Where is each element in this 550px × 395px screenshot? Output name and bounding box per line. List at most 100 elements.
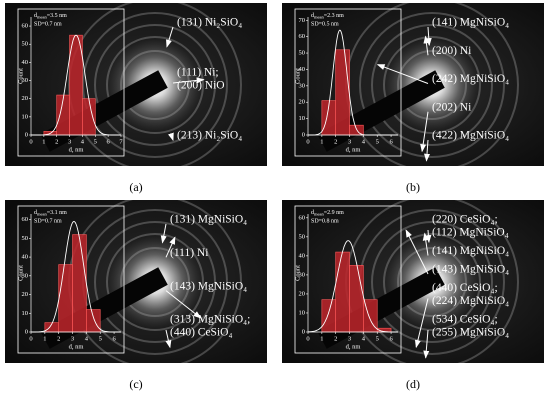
annotation: (242) MgNiSiO₄ bbox=[432, 73, 509, 85]
x-tick-label: 4 bbox=[85, 335, 89, 342]
y-tick-label: 20 bbox=[22, 291, 29, 298]
annotation: (224) MgNiSiO₄ bbox=[432, 295, 509, 307]
x-tick-label: 1 bbox=[43, 335, 46, 342]
diffraction-ring bbox=[94, 24, 216, 146]
annotation: (220) CeSiO₄; bbox=[432, 214, 498, 226]
x-tick-label: 4 bbox=[81, 138, 85, 145]
annotation-arrow bbox=[165, 329, 172, 349]
diffraction-ring bbox=[383, 233, 481, 331]
x-tick-label: 1 bbox=[320, 138, 323, 145]
x-axis-label: d, nm bbox=[69, 146, 84, 153]
annotation: (112) MgNiSiO₄ bbox=[432, 227, 509, 239]
stat-sub: mean bbox=[314, 15, 324, 20]
y-tick-label: 50 bbox=[22, 41, 29, 48]
y-tick-label: 10 bbox=[22, 310, 29, 317]
fit-curve bbox=[31, 34, 121, 136]
y-tick-label: 50 bbox=[299, 50, 306, 57]
x-tick-label: 3 bbox=[68, 138, 71, 145]
hist-bar bbox=[335, 49, 350, 136]
x-tick-label: 2 bbox=[334, 138, 337, 145]
stat-rest: =2.9 nm bbox=[324, 210, 344, 216]
annotation: (143) MgNiSiO₄ bbox=[432, 264, 509, 276]
y-tick-label: 30 bbox=[22, 272, 29, 279]
y-tick-label: 50 bbox=[299, 233, 306, 240]
panel-label: (b) bbox=[406, 180, 420, 194]
y-axis-label: Count bbox=[17, 265, 24, 281]
y-tick-label: 20 bbox=[299, 99, 306, 106]
annotation-arrow bbox=[172, 77, 205, 84]
y-tick-label: 60 bbox=[299, 214, 306, 221]
stat-rest: =3.5 nm bbox=[47, 13, 67, 19]
y-tick-label: 30 bbox=[299, 82, 306, 89]
annotation: (422) MgNiSiO₄ bbox=[432, 130, 509, 142]
annotation: (440) CeSiO₄ bbox=[170, 327, 232, 339]
x-tick-label: 7 bbox=[119, 138, 123, 145]
y-tick-label: 40 bbox=[22, 59, 29, 66]
x-tick-label: 2 bbox=[55, 138, 58, 145]
annotation: (440) CeSiO₄; bbox=[432, 282, 498, 294]
x-tick-label: 3 bbox=[348, 335, 351, 342]
fit-curve bbox=[307, 240, 398, 333]
x-tick-label: 6 bbox=[107, 138, 111, 145]
x-tick-label: 1 bbox=[42, 138, 45, 145]
diffraction-ring bbox=[94, 221, 216, 343]
x-tick-label: 4 bbox=[362, 335, 366, 342]
x-tick-label: 6 bbox=[389, 138, 393, 145]
y-tick-label: 0 bbox=[302, 328, 305, 335]
x-tick-label: 0 bbox=[306, 138, 309, 145]
annotation: (131) Ni₂SiO₄ bbox=[177, 17, 242, 29]
diffraction-ring bbox=[371, 221, 493, 343]
stat-mean: dmean=3.1 nm bbox=[34, 210, 67, 216]
stat-rest: =3.1 nm bbox=[47, 210, 67, 216]
stat-mean: dmean=2.3 nm bbox=[311, 13, 344, 19]
y-axis-label: Count bbox=[17, 68, 24, 84]
annotation: (131) MgNiSiO₄ bbox=[170, 214, 247, 226]
x-axis-label: d, nm bbox=[69, 343, 84, 350]
y-tick-label: 40 bbox=[299, 66, 306, 73]
annotation-arrow bbox=[166, 26, 174, 48]
inset-frame bbox=[294, 8, 402, 157]
annotation: (111) Ni; bbox=[177, 67, 219, 79]
y-tick-label: 60 bbox=[22, 23, 29, 30]
x-tick-label: 6 bbox=[389, 335, 393, 342]
annotation: (534) CeSiO₄; bbox=[432, 314, 498, 326]
annotation: (143) MgNiSiO₄ bbox=[170, 280, 247, 292]
stat-rest: =2.3 nm bbox=[324, 13, 344, 19]
stat-sub: mean bbox=[314, 212, 324, 217]
y-tick-label: 30 bbox=[299, 271, 306, 278]
diffraction-ring bbox=[106, 36, 204, 134]
annotation-arrow bbox=[376, 64, 429, 84]
annotation: (111) Ni bbox=[170, 247, 208, 259]
annotation-arrow bbox=[422, 232, 429, 256]
annotation: (313) MgNiSiO₄; bbox=[170, 314, 250, 326]
y-tick-label: 40 bbox=[299, 252, 306, 259]
hist-bar bbox=[349, 265, 364, 333]
y-tick-label: 10 bbox=[299, 309, 306, 316]
stat-symbol: d bbox=[34, 210, 37, 216]
fit-curve bbox=[31, 221, 121, 333]
y-tick-label: 20 bbox=[299, 290, 306, 297]
stat-mean: dmean=3.5 nm bbox=[34, 13, 67, 19]
x-tick-label: 5 bbox=[376, 335, 379, 342]
y-tick-label: 70 bbox=[299, 17, 306, 24]
x-tick-label: 2 bbox=[334, 335, 337, 342]
x-tick-label: 6 bbox=[112, 335, 116, 342]
y-tick-label: 30 bbox=[22, 77, 29, 84]
inset-frame bbox=[294, 205, 402, 354]
panel-label: (d) bbox=[406, 377, 420, 391]
annotation: (213) Ni₂SiO₄ bbox=[177, 130, 242, 142]
hist-bar bbox=[321, 299, 336, 333]
panel-label: (a) bbox=[129, 180, 142, 194]
y-tick-label: 60 bbox=[22, 216, 29, 223]
annotation: (141) MgNiSiO₄ bbox=[432, 17, 509, 29]
x-tick-label: 1 bbox=[320, 335, 323, 342]
x-tick-label: 4 bbox=[362, 138, 366, 145]
y-tick-label: 10 bbox=[22, 113, 29, 120]
annotation: (141) MgNiSiO₄ bbox=[432, 245, 509, 257]
stat-sub: mean bbox=[37, 15, 47, 20]
hist-bar bbox=[86, 309, 101, 333]
annotation: (255) MgNiSiO₄ bbox=[432, 327, 509, 339]
y-tick-label: 50 bbox=[22, 235, 29, 242]
